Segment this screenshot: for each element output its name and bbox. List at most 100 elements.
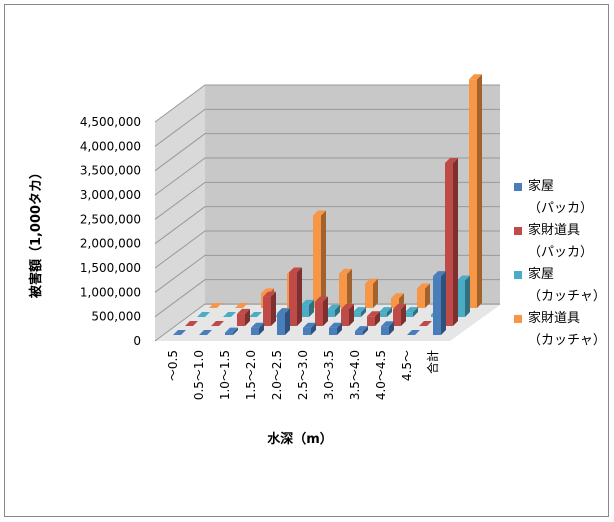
bar bbox=[391, 298, 399, 308]
bar-top bbox=[341, 303, 354, 309]
bar-side bbox=[425, 283, 430, 308]
legend-swatch bbox=[514, 227, 522, 235]
x-tick-label: 2.5～3.0 bbox=[296, 350, 310, 400]
bar-side bbox=[361, 307, 366, 317]
bar-top bbox=[365, 278, 378, 284]
bar-top bbox=[327, 304, 340, 310]
bar-top bbox=[303, 322, 316, 328]
bar-top bbox=[353, 307, 366, 313]
bar-top bbox=[445, 157, 458, 163]
y-axis-title: 被害額（1,000タカ） bbox=[28, 166, 44, 299]
grid-line bbox=[154, 84, 500, 123]
bar-top bbox=[313, 210, 326, 216]
legend-swatch bbox=[514, 315, 522, 323]
legend: 家屋（パッカ） 家財道具（パッカ） 家屋（カッチャ） 家財道具（カッチャ） bbox=[514, 176, 606, 352]
grid-line bbox=[154, 133, 500, 172]
bar-top bbox=[173, 330, 186, 335]
y-tick-label: 2,500,000 bbox=[80, 212, 141, 226]
bar bbox=[329, 327, 337, 335]
x-tick-label: 4.0～4.5 bbox=[374, 350, 388, 400]
bar bbox=[405, 312, 413, 317]
bar-side bbox=[335, 304, 340, 317]
y-tick-label: 3,000,000 bbox=[80, 188, 141, 202]
bar-top bbox=[329, 322, 342, 328]
bar bbox=[433, 276, 441, 335]
bar-top bbox=[417, 283, 430, 289]
legend-item: 家屋（パッカ） bbox=[514, 176, 606, 220]
bar-top bbox=[457, 275, 470, 281]
x-axis-title: 水深（m） bbox=[267, 431, 333, 447]
bar-top bbox=[225, 327, 238, 333]
bar bbox=[417, 288, 425, 308]
bar-side bbox=[465, 275, 470, 317]
bar-top bbox=[419, 321, 432, 326]
bar bbox=[393, 308, 401, 326]
bar bbox=[339, 273, 347, 308]
bar-top bbox=[261, 288, 274, 294]
legend-label: 家屋（カッチャ） bbox=[528, 267, 606, 304]
bar-top bbox=[355, 326, 368, 332]
bar-top bbox=[263, 291, 276, 297]
bar-side bbox=[477, 74, 482, 309]
y-tick-label: 2,000,000 bbox=[80, 237, 141, 251]
bar-top bbox=[367, 311, 380, 317]
y-tick-label: 4,000,000 bbox=[80, 139, 141, 153]
bar-top bbox=[235, 303, 248, 308]
y-tick-label: 3,500,000 bbox=[80, 164, 141, 178]
bar-side bbox=[337, 322, 342, 335]
bar bbox=[303, 327, 311, 335]
grid-line bbox=[154, 254, 500, 293]
legend-item: 家財道具（パッカ） bbox=[514, 220, 606, 264]
bar-side bbox=[297, 267, 302, 326]
grid-line bbox=[154, 181, 500, 220]
bar-side bbox=[309, 299, 314, 317]
bar bbox=[289, 272, 297, 326]
side-wall bbox=[155, 85, 205, 341]
bar-top bbox=[407, 330, 420, 335]
bar-top bbox=[277, 308, 290, 314]
x-tick-label: 1.0～1.5 bbox=[218, 350, 232, 400]
bar-top bbox=[469, 74, 482, 80]
bar-top bbox=[251, 322, 264, 328]
grid-line bbox=[154, 230, 500, 269]
grid-line bbox=[154, 206, 500, 245]
bar-top bbox=[289, 267, 302, 273]
y-tick-label: 4,500,000 bbox=[80, 115, 141, 129]
bar-side bbox=[453, 157, 458, 326]
y-tick-label: 0 bbox=[133, 334, 141, 348]
bar-side bbox=[441, 271, 446, 335]
legend-item: 家屋（カッチャ） bbox=[514, 264, 606, 308]
bar-side bbox=[311, 322, 316, 335]
legend-item: 家財道具（カッチャ） bbox=[514, 308, 606, 352]
bar-top bbox=[433, 271, 446, 277]
bar-top bbox=[339, 268, 352, 274]
bar bbox=[225, 332, 233, 335]
bar bbox=[237, 313, 245, 326]
x-tick-label: 3.0～3.5 bbox=[322, 350, 336, 400]
bar-top bbox=[301, 299, 314, 305]
x-tick-label: 3.5～4.0 bbox=[348, 350, 362, 400]
bar bbox=[367, 316, 375, 326]
x-tick-label: 合計 bbox=[425, 350, 440, 374]
legend-label: 家屋（パッカ） bbox=[528, 179, 594, 216]
bar-top bbox=[315, 296, 328, 302]
bar-top bbox=[209, 303, 222, 308]
bar bbox=[365, 283, 373, 308]
bar bbox=[341, 308, 349, 326]
bar-side bbox=[285, 308, 290, 335]
x-tick-label: 1.5～2.0 bbox=[244, 350, 258, 400]
bar-side bbox=[363, 326, 368, 335]
bar-side bbox=[401, 303, 406, 326]
bar-side bbox=[413, 307, 418, 317]
bar-side bbox=[389, 321, 394, 335]
bar-side bbox=[259, 322, 264, 335]
bar-side bbox=[321, 210, 326, 308]
bar bbox=[263, 296, 271, 326]
back-wall bbox=[205, 85, 500, 305]
bar-side bbox=[373, 278, 378, 308]
bar bbox=[381, 326, 389, 335]
bar-top bbox=[249, 312, 262, 317]
bar bbox=[251, 327, 259, 335]
bar bbox=[327, 309, 335, 317]
y-tick-label: 1,000,000 bbox=[80, 285, 141, 299]
